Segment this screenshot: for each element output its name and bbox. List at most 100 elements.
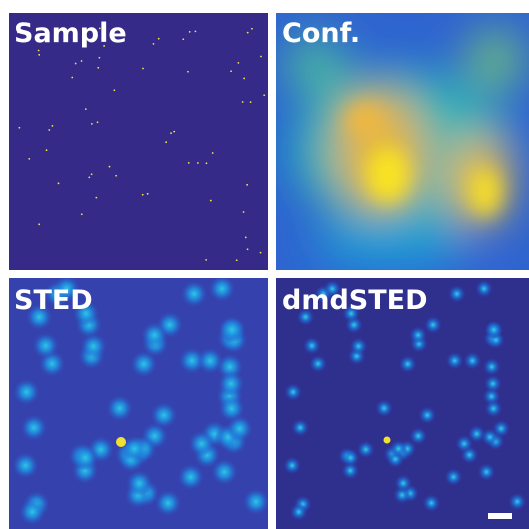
dmdsted-spot [399, 355, 417, 373]
emitter-dot [99, 57, 101, 59]
emitter-dot [182, 38, 184, 40]
sted-spot [227, 416, 253, 442]
emitter-dot [71, 77, 73, 79]
dmdsted-spot [446, 352, 464, 370]
emitter-dot [243, 211, 245, 213]
emitter-dot [142, 68, 144, 70]
emitter-dot [212, 152, 214, 154]
emitter-dot [46, 149, 48, 151]
emitter-dot [165, 141, 167, 143]
emitter-dot [250, 101, 252, 103]
emitter-dot [115, 175, 117, 177]
emitter-dot [91, 173, 93, 175]
emitter-dot [206, 162, 208, 164]
dmdsted-spot [342, 449, 360, 467]
sted-spot [218, 371, 244, 397]
emitter-dot [188, 162, 190, 164]
emitter-dot [246, 184, 248, 186]
dmdsted-spot [445, 468, 463, 486]
emitter-dot [247, 32, 249, 34]
emitter-dot [52, 125, 54, 127]
emitter-dot [245, 237, 247, 239]
emitter-dot [251, 28, 253, 30]
sted-spot [81, 333, 107, 359]
emitter-dot [95, 197, 97, 199]
emitter-dot [197, 162, 199, 164]
sted-spot [197, 348, 223, 374]
emitter-dot [75, 63, 77, 65]
emitter-dot [236, 259, 238, 261]
confocal-panel [276, 13, 529, 270]
emitter-dot [58, 182, 60, 184]
dmdsted-spot [455, 435, 473, 453]
sted-spot [72, 445, 98, 471]
emitter-dot [38, 223, 40, 225]
dmdsted-spot [290, 503, 308, 521]
emitter-dot [18, 127, 20, 129]
dmdsted-spot [375, 399, 393, 417]
sted-spot [141, 322, 167, 348]
dmdsted-spot [394, 474, 412, 492]
dmdsted-spot [350, 337, 368, 355]
sample-panel [9, 13, 268, 270]
sted-spot [209, 276, 235, 302]
dmdsted-spot [303, 337, 321, 355]
dmdsted-spot [422, 494, 440, 512]
dmdsted-spot [484, 400, 502, 418]
emitter-dot [230, 70, 232, 72]
sted-spot [181, 281, 207, 307]
sted-spot [243, 489, 269, 515]
emitter-dot [195, 30, 197, 32]
bright-spot [116, 437, 126, 447]
emitter-dot [158, 38, 160, 40]
dmdsted-spot [448, 285, 466, 303]
emitter-dot [187, 71, 189, 73]
emitter-dot [189, 31, 191, 33]
dmdsted-spot [477, 463, 495, 481]
emitter-dot [38, 54, 40, 56]
emitter-dot [247, 248, 249, 250]
emitter-dot [210, 200, 212, 202]
emitter-dot [263, 94, 265, 96]
dmdsted-spot [424, 316, 442, 334]
sted-spot [19, 499, 45, 525]
dmdsted-spot [463, 352, 481, 370]
emitter-dot [113, 89, 115, 91]
emitter-dot [85, 108, 87, 110]
emitter-dot [243, 78, 245, 80]
emitter-dot [81, 213, 83, 215]
dmdsted-spot [485, 321, 503, 339]
emitter-dot [97, 67, 99, 69]
emitter-dot [97, 121, 99, 123]
panel-label: Conf. [282, 18, 360, 49]
sted-spot [178, 464, 204, 490]
bright-spot [384, 437, 391, 444]
dmdsted-spot [283, 456, 301, 474]
sted-spot [189, 431, 215, 457]
dmdsted-spot [483, 358, 501, 376]
emitter-dot [205, 259, 207, 261]
emitter-dot [91, 123, 93, 125]
sted-spot [211, 459, 237, 485]
dmdsted-spot [309, 355, 327, 373]
dmdsted-spot [484, 375, 502, 393]
emitter-dot [260, 56, 262, 58]
emitter-dot [237, 62, 239, 64]
scale-bar [488, 513, 512, 519]
panel-label: Sample [14, 18, 127, 49]
dmdsted-spot [389, 440, 407, 458]
emitter-dot [38, 50, 40, 52]
emitter-dot [28, 158, 30, 160]
emitter-dot [81, 60, 83, 62]
sted-spot [21, 415, 47, 441]
dmdsted-spot [492, 420, 510, 438]
emitter-dot [153, 43, 155, 45]
emitter-dot [260, 252, 262, 254]
emitter-dot [109, 166, 111, 168]
sted-spot [107, 395, 133, 421]
sted-spot [219, 317, 245, 343]
sted-spot [13, 452, 39, 478]
sted-spot [33, 333, 59, 359]
dmdsted-spot [284, 383, 302, 401]
dmdsted-spot [418, 406, 436, 424]
